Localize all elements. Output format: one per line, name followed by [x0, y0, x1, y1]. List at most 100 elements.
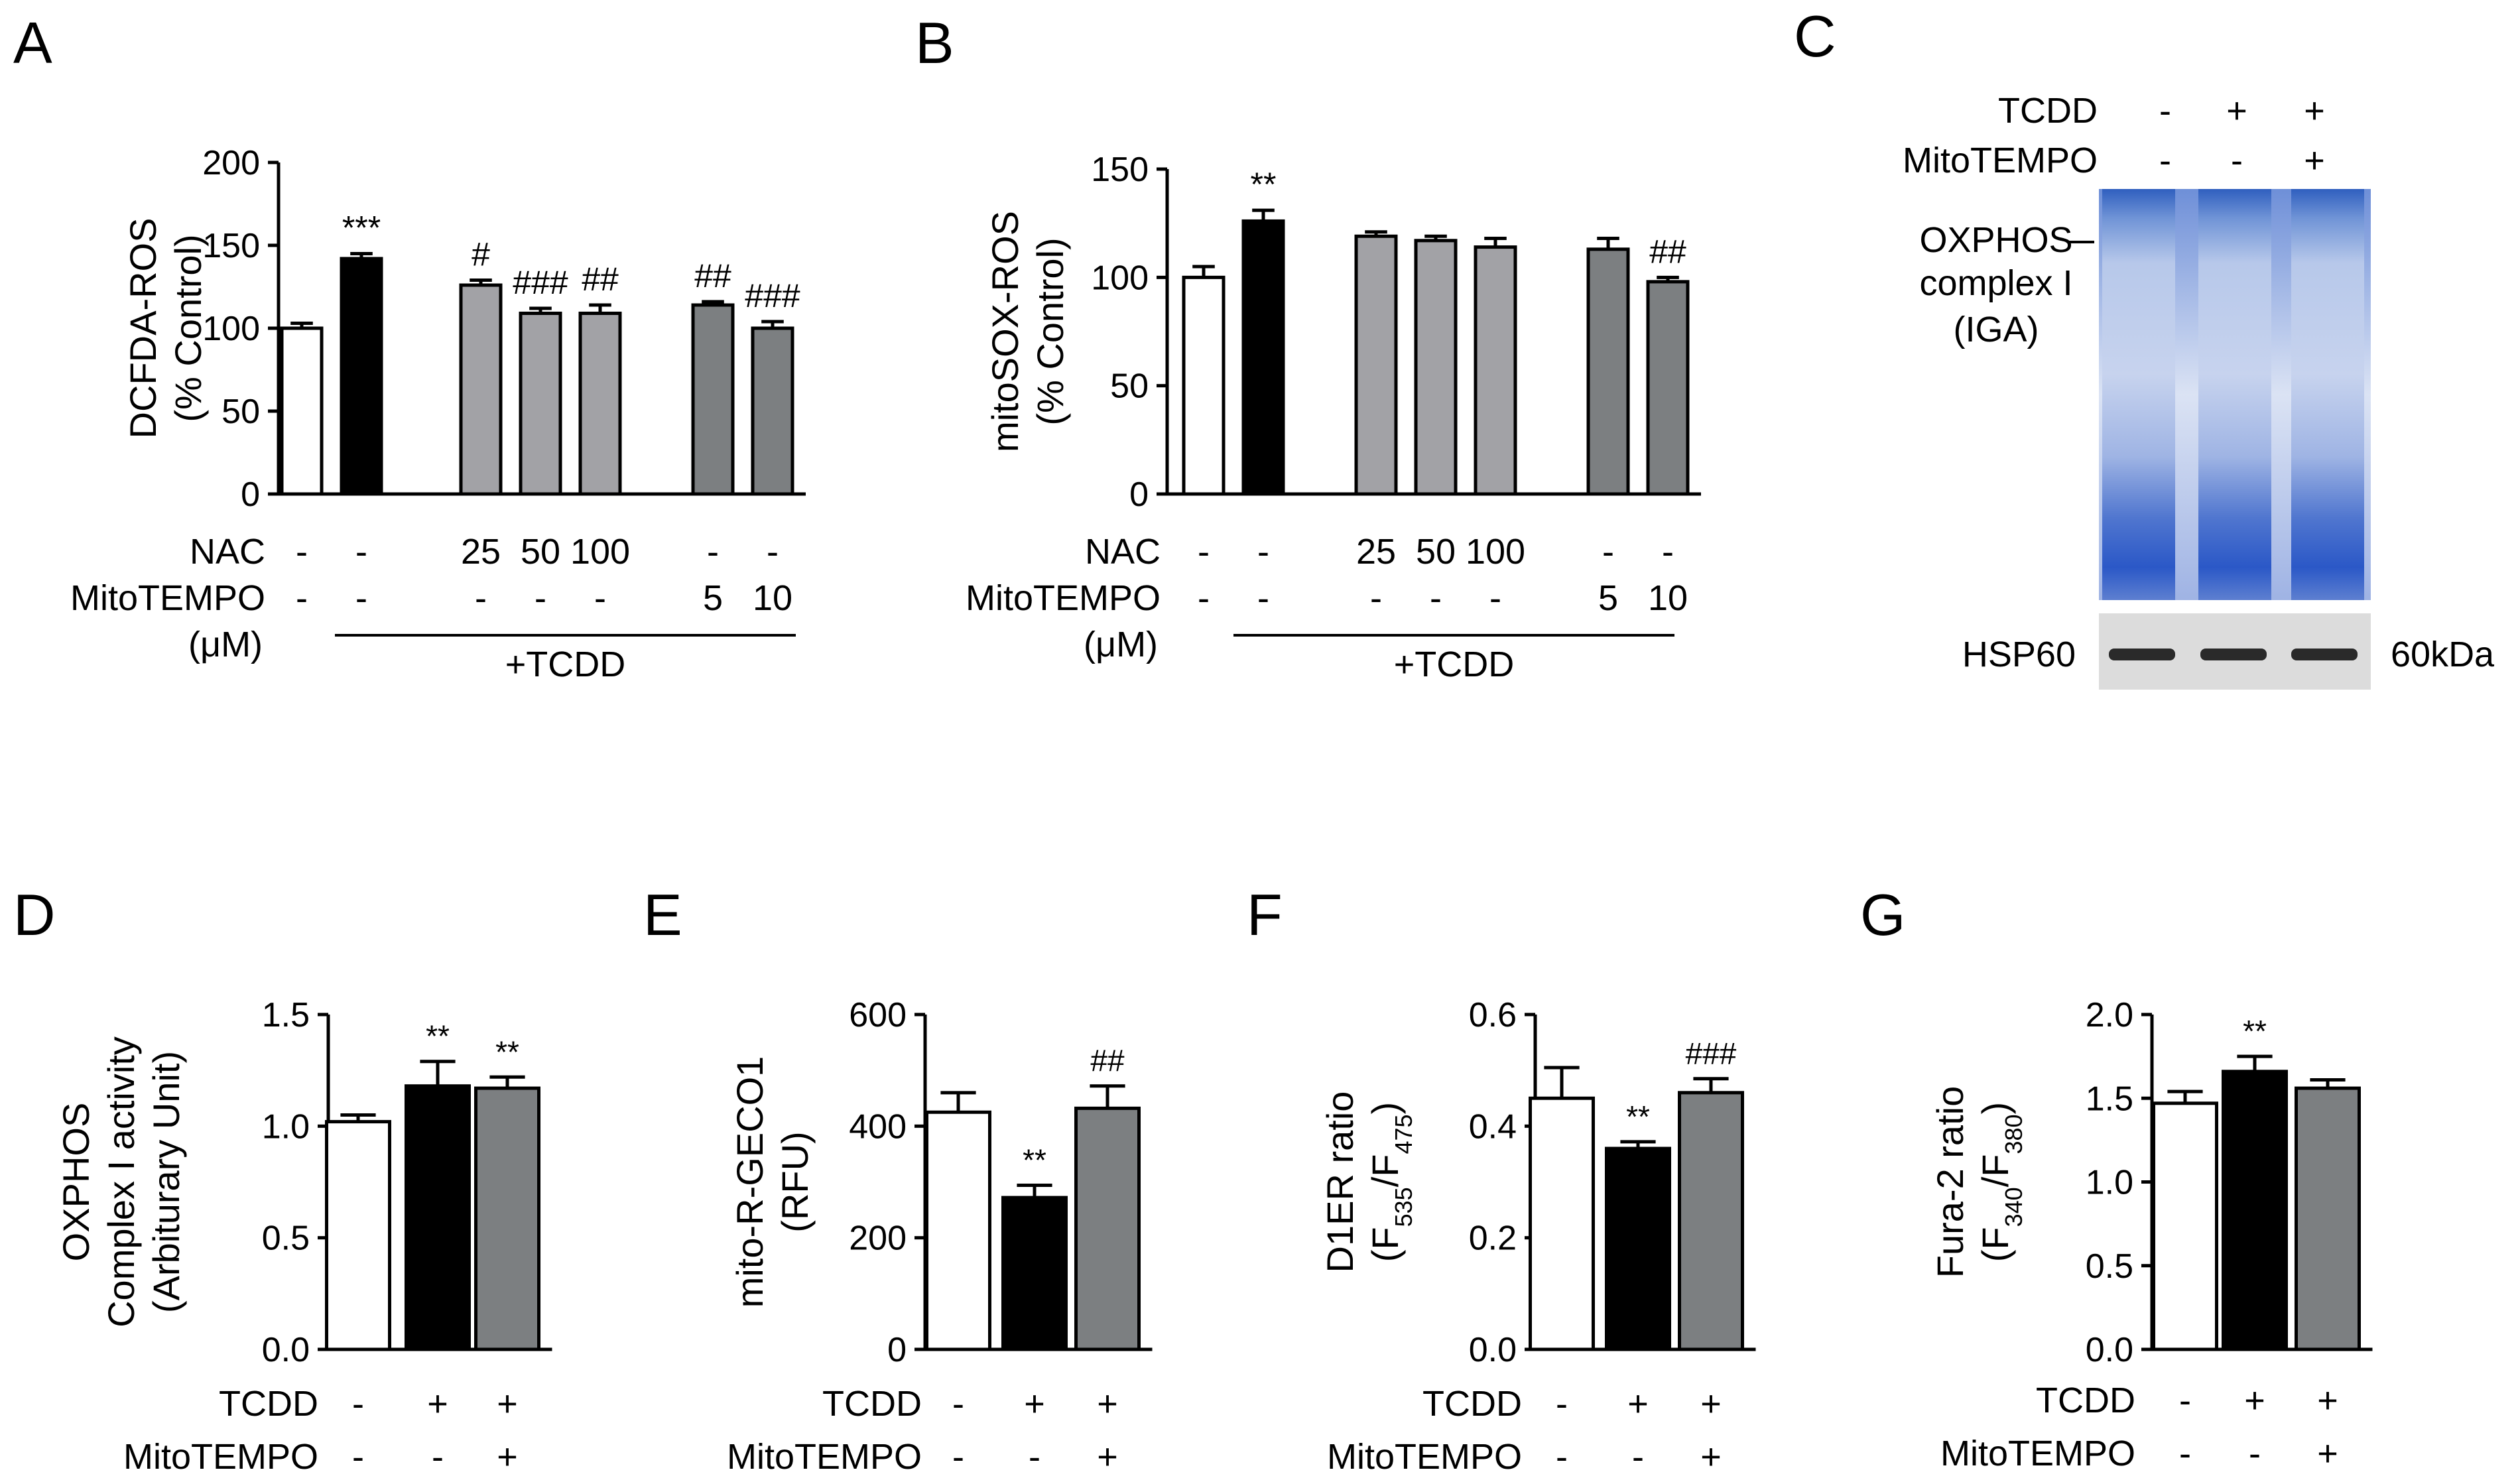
row-cell-a: 10 — [753, 578, 792, 618]
c-mito-lane-1: - — [2159, 141, 2171, 180]
y-tick-label-g: 1.5 — [2086, 1080, 2133, 1118]
loading-label-hsp60: HSP60 — [1962, 635, 2076, 674]
bar-b — [1354, 234, 1398, 496]
row-label-g: TCDD — [2036, 1381, 2135, 1420]
y-label-b: mitoSOX-ROS — [984, 211, 1026, 452]
row-cell-a: - — [296, 532, 308, 572]
y-tick-label-d: 1.0 — [262, 1107, 310, 1146]
y-tick-label-b: 0 — [1129, 475, 1149, 514]
panel-c-blot: TCDD MitoTEMPO - + + - - + OXPHOS comple… — [1903, 91, 2495, 690]
significance-g: ** — [2243, 1014, 2267, 1048]
significance-d: ** — [426, 1019, 450, 1054]
row-label-e: MitoTEMPO — [727, 1437, 922, 1477]
y-tick-label-a: 150 — [202, 227, 260, 265]
y-tick-label-a: 200 — [202, 144, 260, 182]
row-label-a: MitoTEMPO — [70, 578, 265, 618]
y-label-e: (RFU) — [774, 1131, 816, 1232]
row-cell-e: - — [952, 1437, 964, 1477]
row-cell-g: + — [2317, 1381, 2338, 1420]
row-label-f: MitoTEMPO — [1327, 1437, 1522, 1477]
y-tick-label-b: 150 — [1091, 151, 1149, 189]
c-tcdd-lane-2: + — [2226, 91, 2247, 131]
row-cell-e: + — [1097, 1384, 1118, 1424]
y-tick-label-a: 100 — [202, 310, 260, 348]
row-cell-f: + — [1700, 1437, 1722, 1477]
band-label-iga: (IGA) — [1954, 310, 2039, 349]
bar-e — [925, 1110, 991, 1351]
size-label-60kda: 60kDa — [2391, 635, 2495, 674]
gel-lane-2 — [2198, 189, 2271, 600]
row-cell-a: - — [767, 532, 779, 572]
c-row-label-mitotempo: MitoTEMPO — [1903, 141, 2098, 180]
row-cell-b: - — [1489, 578, 1501, 618]
y-tick-label-d: 0.0 — [262, 1331, 310, 1369]
row-cell-b: - — [1430, 578, 1442, 618]
c-tcdd-lane-3: + — [2304, 91, 2325, 131]
row-cell-g: + — [2317, 1434, 2338, 1473]
panel-letter-g: G — [1860, 882, 1905, 948]
significance-a: *** — [342, 210, 381, 247]
group-label-a: +TCDD — [505, 645, 626, 684]
row-cell-a: - — [535, 578, 546, 618]
y-tick-label-e: 400 — [849, 1107, 907, 1146]
row-cell-f: - — [1556, 1437, 1568, 1477]
row-cell-e: + — [1024, 1384, 1045, 1424]
row-cell-d: + — [427, 1384, 448, 1424]
bar-d — [405, 1084, 471, 1351]
row-cell-d: - — [432, 1437, 444, 1477]
panel-letter-c: C — [1794, 3, 1836, 69]
row-cell-a: - — [594, 578, 606, 618]
hsp60-band-3 — [2291, 649, 2358, 660]
row-label-b: NAC — [1085, 532, 1161, 572]
unit-label-a: (μM) — [188, 625, 263, 664]
bar-f — [1678, 1091, 1744, 1351]
y-label-b: (% Control) — [1029, 237, 1071, 425]
row-cell-a: 25 — [461, 532, 501, 572]
y-tick-label-g: 0.0 — [2086, 1331, 2133, 1369]
y-tick-label-d: 1.5 — [262, 996, 310, 1034]
row-cell-f: - — [1556, 1384, 1568, 1424]
y-label-g: Fura-2 ratio — [1929, 1086, 1971, 1278]
bar-b — [1182, 275, 1226, 496]
y-label-a: DCFDA-ROS — [122, 218, 164, 439]
row-cell-b: - — [1257, 578, 1269, 618]
row-cell-b: - — [1370, 578, 1382, 618]
row-cell-b: 50 — [1416, 532, 1456, 572]
row-cell-a: 50 — [521, 532, 560, 572]
row-cell-a: - — [707, 532, 719, 572]
row-cell-b: 5 — [1598, 578, 1618, 618]
y-tick-label-e: 0 — [887, 1331, 907, 1369]
row-label-e: TCDD — [822, 1384, 922, 1424]
row-cell-a: - — [296, 578, 308, 618]
significance-f: ** — [1626, 1099, 1650, 1134]
row-cell-a: - — [355, 532, 367, 572]
row-cell-g: - — [2179, 1381, 2191, 1420]
row-cell-b: 100 — [1466, 532, 1525, 572]
panel-letter-f: F — [1247, 882, 1283, 948]
gel-lane-1 — [2102, 189, 2175, 600]
row-cell-d: - — [352, 1384, 364, 1424]
panel-letter-e: E — [643, 882, 682, 948]
significance-b: ## — [1649, 233, 1686, 270]
c-mito-lane-2: - — [2231, 141, 2243, 180]
bar-a — [751, 326, 794, 496]
y-label-e: mito-R-GECO1 — [729, 1056, 771, 1308]
bar-a — [691, 303, 735, 496]
row-cell-g: - — [2179, 1434, 2191, 1473]
y-tick-label-f: 0.4 — [1469, 1107, 1517, 1146]
row-cell-b: 25 — [1356, 532, 1396, 572]
bar-e — [1074, 1106, 1141, 1351]
row-label-b: MitoTEMPO — [966, 578, 1161, 618]
row-cell-b: - — [1198, 532, 1210, 572]
row-cell-a: 5 — [703, 578, 723, 618]
c-tcdd-lane-1: - — [2159, 91, 2171, 131]
bar-b — [1474, 245, 1517, 496]
y-tick-label-g: 0.5 — [2086, 1247, 2133, 1286]
bar-f — [1605, 1146, 1671, 1351]
bar-a — [340, 257, 383, 496]
bar-b — [1586, 247, 1630, 496]
row-cell-g: + — [2244, 1381, 2265, 1420]
y-tick-label-b: 50 — [1110, 367, 1149, 406]
significance-a: ### — [513, 264, 568, 301]
